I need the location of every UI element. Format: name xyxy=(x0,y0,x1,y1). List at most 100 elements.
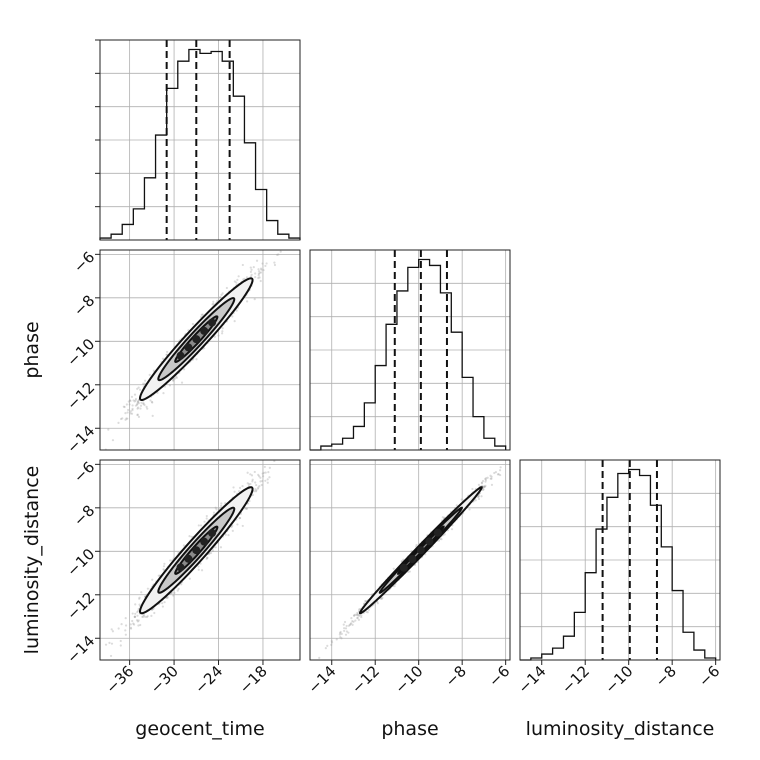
sample-point xyxy=(497,473,500,476)
sample-point xyxy=(199,562,202,565)
sample-point xyxy=(144,615,147,618)
sample-point xyxy=(124,412,127,415)
x-tick-label: −6 xyxy=(485,662,513,690)
sample-point xyxy=(120,622,123,626)
sample-point xyxy=(481,479,485,483)
sample-point xyxy=(353,614,356,617)
density-peak xyxy=(416,546,425,555)
sample-point xyxy=(252,266,255,269)
sample-point xyxy=(251,493,254,497)
sample-point xyxy=(224,533,227,536)
sample-point xyxy=(266,481,269,484)
x-tick-label: −14 xyxy=(304,662,339,697)
sample-point xyxy=(268,466,271,469)
sample-point xyxy=(257,270,261,273)
sample-point xyxy=(264,479,267,482)
sample-point xyxy=(136,402,139,406)
sample-point xyxy=(145,615,149,619)
sample-point xyxy=(339,636,342,639)
y-tick-label: −14 xyxy=(63,632,98,667)
sample-point xyxy=(231,315,234,318)
x-tick-label: −30 xyxy=(147,662,182,697)
sample-point xyxy=(245,507,248,510)
sample-point xyxy=(224,502,227,505)
sample-point xyxy=(146,615,149,618)
sample-point xyxy=(496,473,500,476)
sample-point xyxy=(241,484,244,488)
density-peak xyxy=(184,343,193,352)
sample-point xyxy=(257,272,260,275)
panel-content xyxy=(82,250,282,456)
sample-point xyxy=(351,623,354,626)
sample-point xyxy=(137,415,141,418)
sample-point xyxy=(161,357,165,360)
sample-point xyxy=(195,358,198,361)
sample-point xyxy=(199,524,203,527)
sample-point xyxy=(279,250,282,253)
sample-point xyxy=(133,393,137,396)
sample-point xyxy=(129,399,132,403)
sample-point xyxy=(480,481,484,484)
sample-point xyxy=(355,613,358,617)
sample-point xyxy=(162,568,165,571)
sample-point xyxy=(122,405,125,408)
sample-point xyxy=(460,498,463,501)
sample-point xyxy=(183,368,186,371)
sample-point xyxy=(441,516,444,519)
sample-point xyxy=(499,473,502,477)
sample-point xyxy=(211,303,214,306)
sample-point xyxy=(276,253,279,256)
sample-point xyxy=(174,377,177,380)
sample-point xyxy=(367,608,370,611)
sample-point xyxy=(130,412,134,415)
sample-point xyxy=(330,639,333,643)
sample-point xyxy=(157,574,160,577)
sample-point xyxy=(357,614,360,617)
sample-point xyxy=(136,407,139,410)
density-peak xyxy=(192,335,201,344)
sample-point xyxy=(483,485,486,488)
sample-point xyxy=(392,567,395,570)
sample-point xyxy=(166,350,169,354)
sample-point xyxy=(408,570,411,573)
sample-point xyxy=(161,605,164,608)
sample-point xyxy=(148,373,151,376)
sample-point xyxy=(205,556,209,559)
sample-point xyxy=(356,611,359,615)
sample-point xyxy=(277,253,280,256)
sample-point xyxy=(82,454,84,456)
sample-point xyxy=(205,517,208,520)
sample-point xyxy=(137,399,140,403)
sample-point xyxy=(455,504,458,507)
sample-point xyxy=(144,379,147,382)
sample-point xyxy=(156,391,159,394)
sample-point xyxy=(232,486,235,489)
sample-point xyxy=(119,644,122,647)
sample-point xyxy=(481,488,484,492)
sample-point xyxy=(188,535,191,538)
sample-point xyxy=(136,413,139,417)
sample-point xyxy=(110,642,114,645)
sample-point xyxy=(262,475,265,478)
sample-point xyxy=(268,476,271,479)
sample-point xyxy=(133,615,137,619)
sample-point xyxy=(137,609,140,612)
sample-point xyxy=(177,587,180,590)
sample-point xyxy=(161,602,164,605)
sample-point xyxy=(221,330,224,333)
sample-point xyxy=(493,471,496,475)
sample-point xyxy=(136,400,140,403)
sample-point xyxy=(257,473,260,476)
sample-point xyxy=(152,369,155,372)
sample-point xyxy=(476,495,479,499)
sample-point xyxy=(149,399,152,402)
sample-point xyxy=(137,607,140,611)
sample-point xyxy=(480,495,483,498)
sample-point xyxy=(253,470,256,474)
sample-point xyxy=(484,477,487,480)
sample-point xyxy=(262,471,265,475)
sample-point xyxy=(255,259,259,262)
sample-point xyxy=(330,643,333,646)
sample-point xyxy=(258,271,261,274)
sample-point xyxy=(356,617,359,620)
